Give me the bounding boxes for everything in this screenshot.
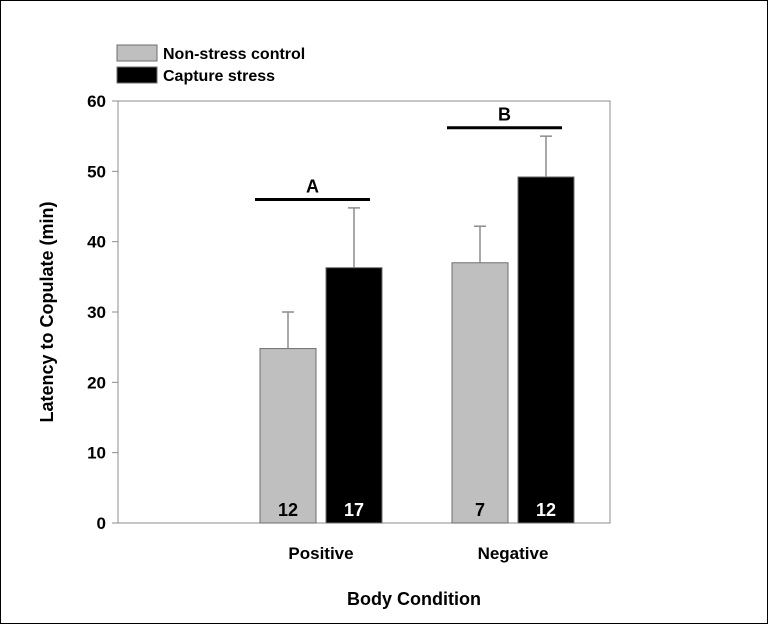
significance-annotations: AB <box>255 105 562 201</box>
y-tick-label: 40 <box>87 233 106 252</box>
x-axis: Positive Negative <box>288 544 548 563</box>
error-bars <box>282 135 552 349</box>
sample-size-label: 12 <box>536 500 556 520</box>
y-tick-label: 0 <box>97 514 106 533</box>
bar <box>451 262 509 524</box>
y-tick-label: 20 <box>87 373 106 392</box>
x-tick-label: Positive <box>288 544 353 563</box>
sample-size-labels: 12 7 17 12 <box>278 500 556 520</box>
y-tick-label: 60 <box>87 92 106 111</box>
y-axis: 0 10 20 30 40 50 60 <box>87 92 119 533</box>
y-tick-label: 30 <box>87 303 106 322</box>
y-tick-label: 10 <box>87 444 106 463</box>
bar <box>259 348 317 524</box>
legend-swatch <box>116 44 158 62</box>
bar <box>517 176 575 524</box>
x-axis-title: Body Condition <box>347 589 481 609</box>
sample-size-label: 17 <box>344 500 364 520</box>
legend-label: Non-stress control <box>163 46 305 63</box>
y-tick-label: 50 <box>87 162 106 181</box>
bars <box>259 176 575 524</box>
bar <box>325 267 383 524</box>
y-axis-title: Latency to Copulate (min) <box>37 201 57 422</box>
sample-size-label: 12 <box>278 500 298 520</box>
legend-label: Capture stress <box>163 68 275 85</box>
legend-swatch <box>116 66 158 84</box>
significance-letter: B <box>498 105 511 125</box>
sample-size-label: 7 <box>475 500 485 520</box>
significance-letter: A <box>306 176 319 196</box>
x-tick-label: Negative <box>478 544 549 563</box>
legend: Non-stress control Capture stress <box>116 44 305 85</box>
